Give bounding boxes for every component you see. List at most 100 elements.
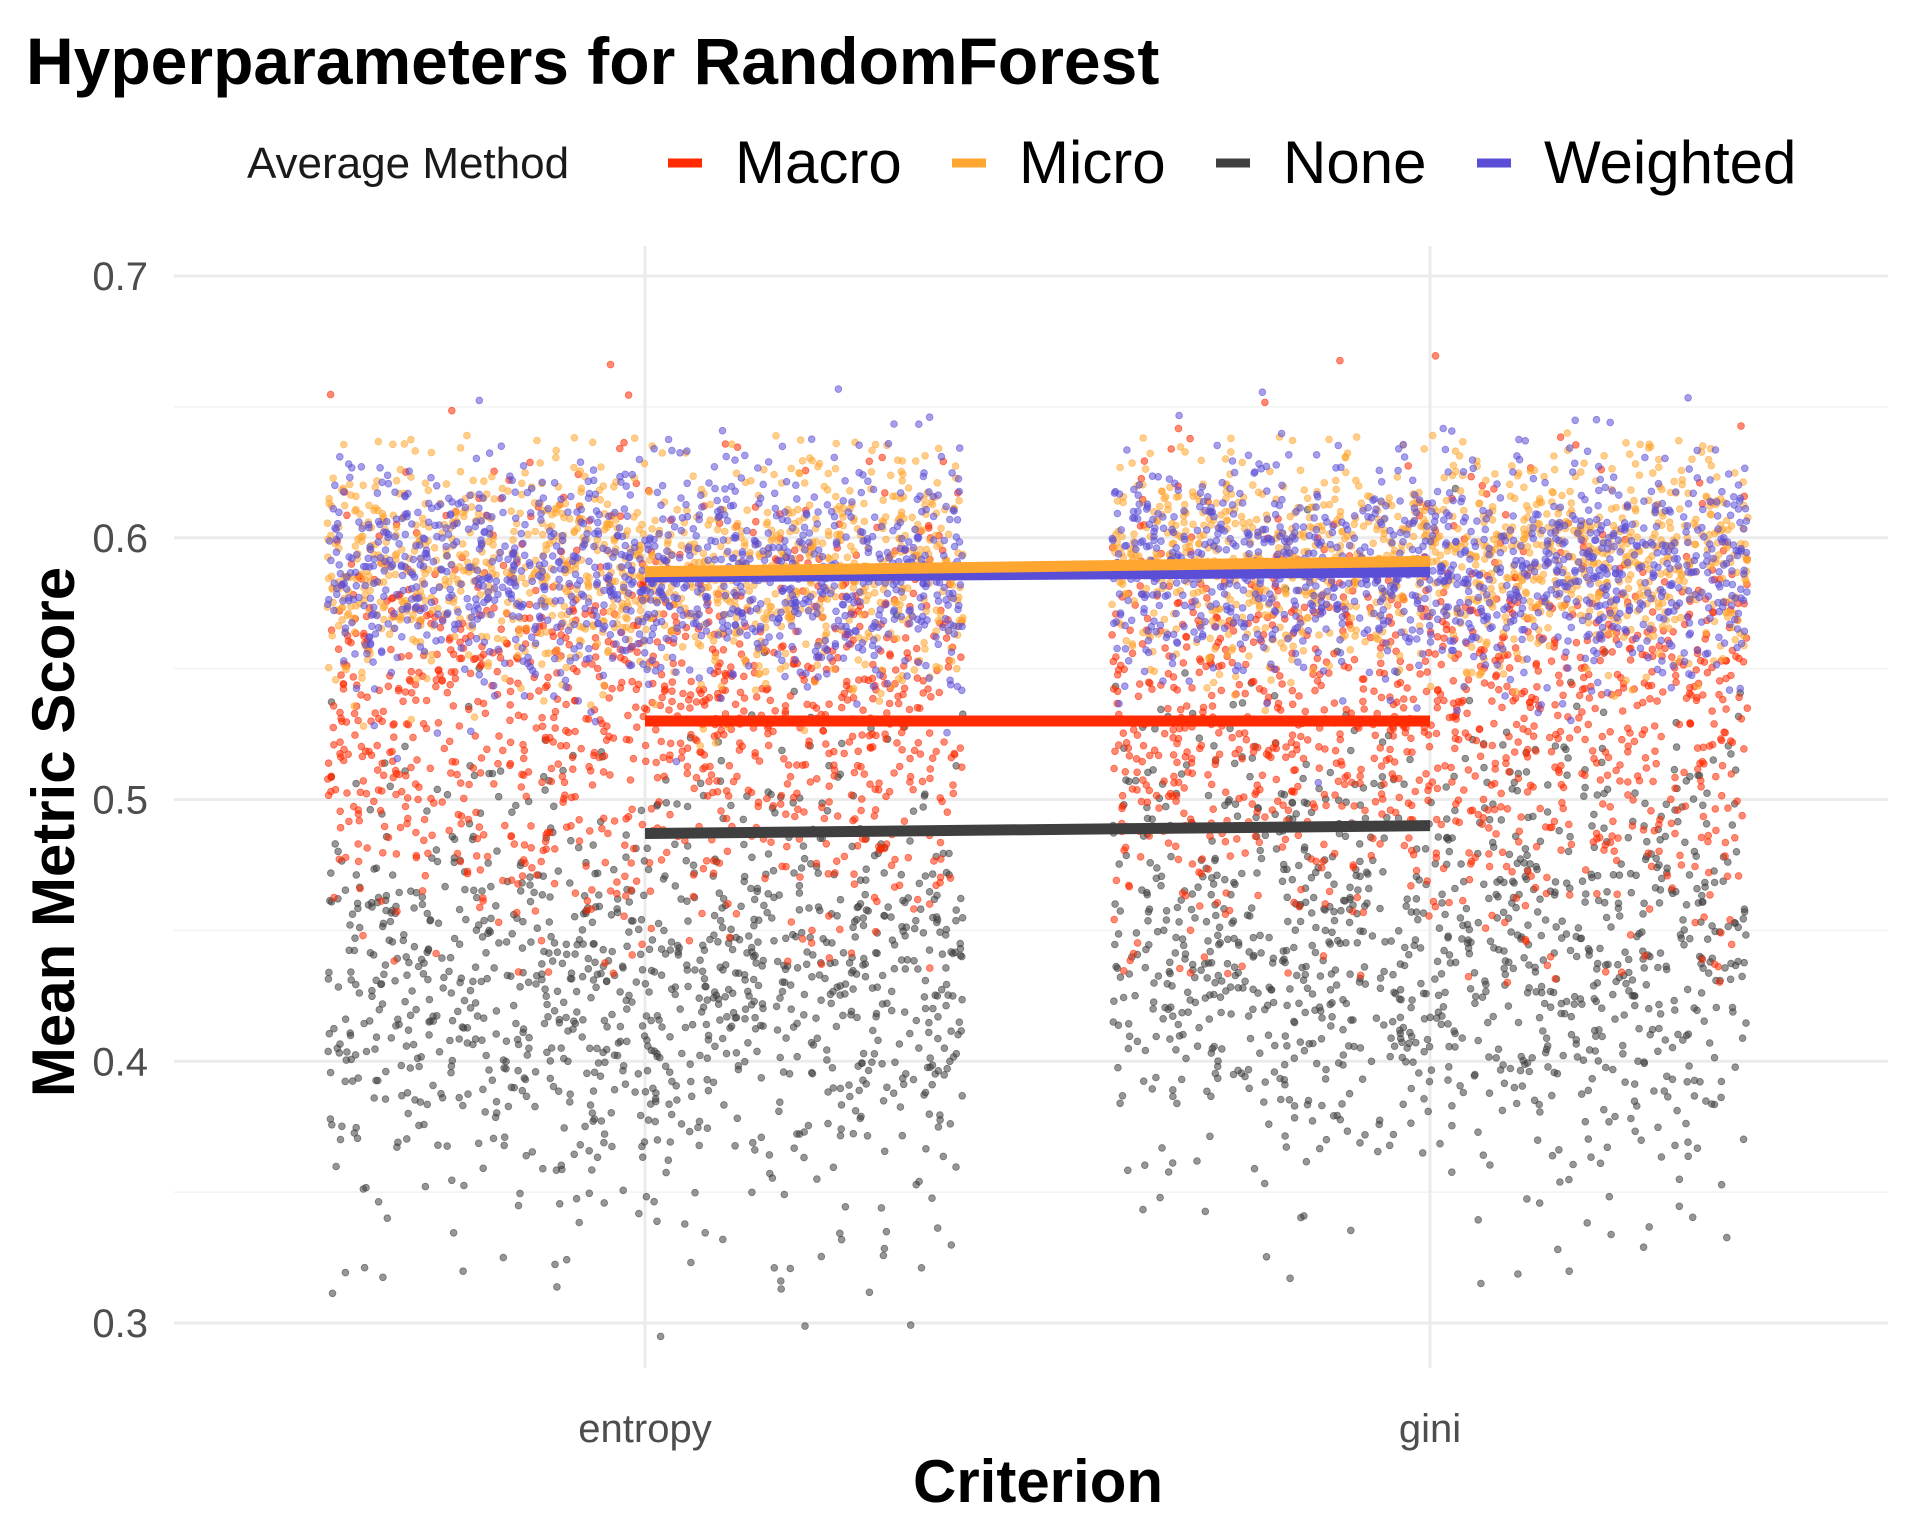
point [1225,906,1234,915]
point [1375,668,1384,677]
point [372,1033,381,1041]
point [1540,999,1549,1008]
point [699,864,708,873]
point [797,864,806,872]
point [1349,907,1357,916]
point [701,763,709,771]
point [849,1129,858,1138]
point [403,1089,412,1097]
point [490,604,498,612]
point [1186,969,1195,977]
point [1544,1063,1552,1071]
point [776,1053,784,1062]
point [1517,813,1525,821]
point [1300,1046,1309,1055]
point [1696,656,1705,665]
point [1552,923,1560,931]
point [507,832,516,840]
point [674,951,683,959]
point [1581,898,1589,906]
point [829,665,838,673]
point [721,440,730,448]
point [933,992,942,1000]
point [1267,985,1275,994]
point [921,1004,930,1013]
point [781,965,790,974]
point [1457,698,1465,707]
point [447,1068,455,1077]
point [684,982,692,991]
point [1445,713,1454,722]
point [519,1025,528,1033]
point [1712,826,1720,835]
point [924,521,933,530]
point [1253,781,1261,789]
point [537,970,546,978]
point [1655,847,1663,856]
point [680,1220,689,1228]
point [520,1074,529,1082]
point [450,632,459,641]
point [808,951,817,959]
point [832,439,840,448]
point [897,870,906,879]
point [1316,972,1325,980]
point [518,944,527,952]
point [835,925,844,934]
point [1648,645,1657,654]
point [1443,815,1451,823]
point [509,1001,518,1010]
point [1132,929,1141,937]
point [1639,826,1648,834]
point [1354,886,1362,894]
point [880,1147,889,1156]
point [690,784,698,793]
point [741,1014,749,1023]
point [568,753,577,762]
point [571,1019,580,1028]
point [862,1080,870,1088]
point [469,764,478,772]
point [1187,905,1196,914]
point [1125,777,1133,786]
point [1654,963,1662,972]
point [562,1255,571,1264]
point [1387,937,1395,945]
point [640,704,649,713]
point [1702,819,1711,828]
point [433,785,442,794]
point [786,772,795,781]
point [871,948,880,957]
point [511,801,520,810]
point [1603,771,1612,780]
point [1359,908,1368,917]
point [1431,859,1440,868]
point [456,654,464,663]
point [1599,645,1607,654]
point [1164,669,1173,678]
point [1212,911,1220,920]
point [413,756,421,764]
point [840,749,848,758]
point [530,888,538,897]
point [1210,990,1218,999]
point [1386,1052,1394,1061]
point [1389,970,1397,979]
point [1136,852,1145,861]
point [351,1051,360,1059]
point [1549,988,1558,997]
point [797,928,806,937]
point [419,836,428,845]
point [1444,932,1452,940]
point [1704,868,1713,877]
point [1118,804,1126,813]
point [488,472,496,481]
point [1445,1063,1453,1071]
point [571,889,580,897]
point [665,755,674,764]
point [713,777,721,785]
point [939,1152,948,1161]
point [659,875,668,883]
point [1250,1164,1259,1173]
point [645,945,654,954]
